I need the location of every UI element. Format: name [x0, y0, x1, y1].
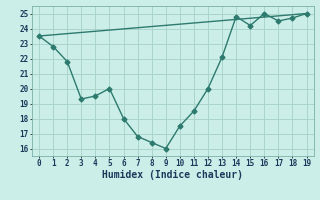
X-axis label: Humidex (Indice chaleur): Humidex (Indice chaleur): [102, 170, 243, 180]
